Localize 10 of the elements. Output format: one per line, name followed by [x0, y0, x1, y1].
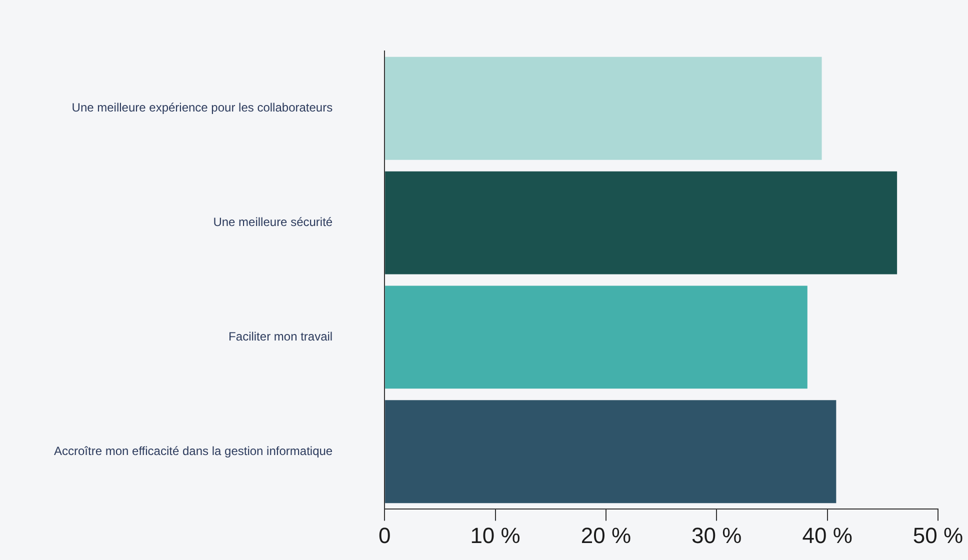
y-tick-label: Une meilleure expérience pour les collaborateurs [72, 100, 333, 115]
x-tick-label: 0 [378, 523, 391, 548]
x-tick-label: 20 % [580, 523, 632, 548]
y-tick-label: Une meilleure sécurité [213, 215, 333, 230]
x-tick-label: 50 % [912, 523, 964, 548]
x-tick-label: 30 % [692, 523, 742, 548]
x-tick-label: 40 % [802, 523, 852, 548]
y-tick-label: Accroître mon efficacité dans la gestion informatique [54, 444, 333, 458]
x-tick-label: 10 % [470, 523, 520, 548]
y-tick-label: Faciliter mon travail [228, 330, 333, 344]
